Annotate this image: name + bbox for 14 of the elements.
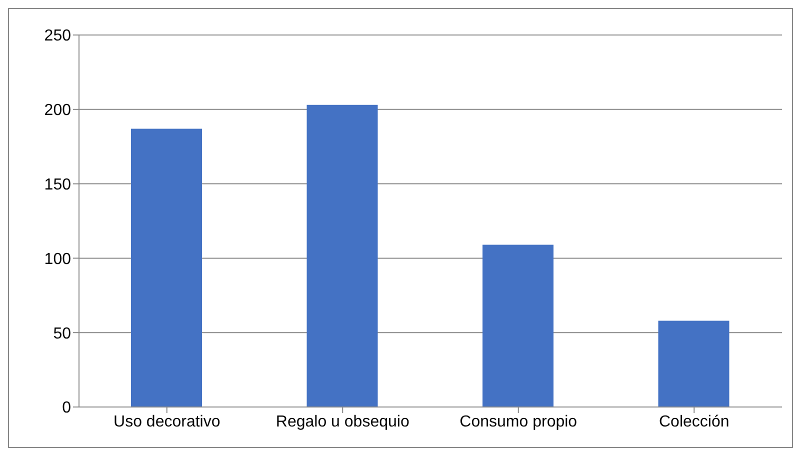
y-tick-label: 250 (44, 28, 72, 45)
bar (306, 104, 378, 407)
x-tick-label: Uso decorativo (114, 413, 220, 430)
y-tick-label: 200 (44, 102, 72, 120)
y-tick-label: 0 (62, 400, 72, 417)
y-tick-label: 100 (44, 250, 72, 268)
bar (482, 244, 554, 407)
x-tick-label: Regalo u obsequio (276, 413, 410, 430)
bar (131, 128, 202, 407)
x-tick-label: Colección (658, 413, 730, 430)
x-tick-label: Consumo propio (460, 413, 578, 430)
y-tick-label: 150 (44, 176, 72, 194)
y-tick-label: 50 (53, 325, 72, 342)
bar (658, 320, 730, 407)
